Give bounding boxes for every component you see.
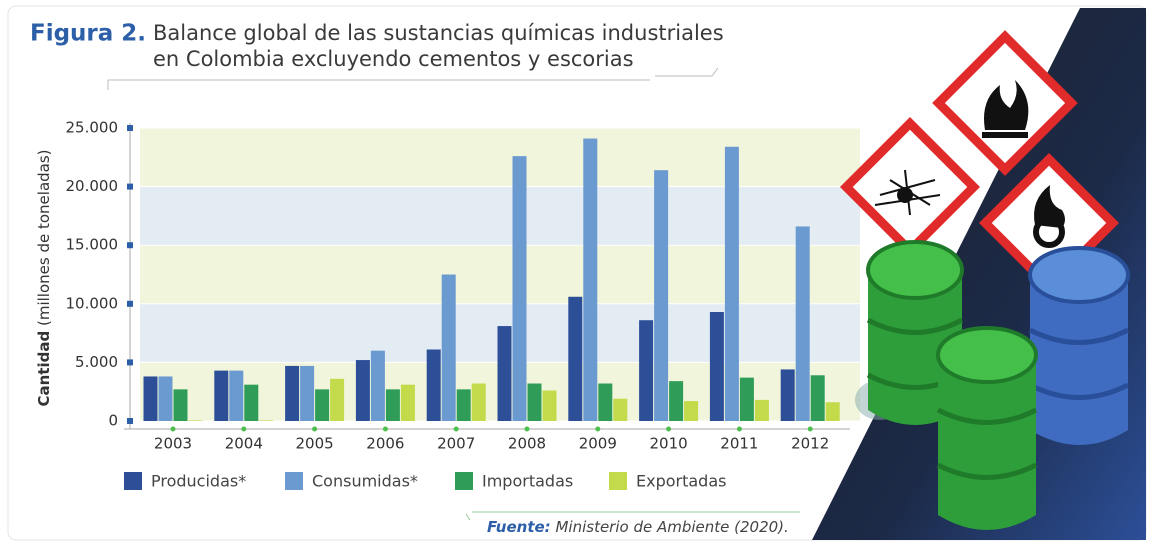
bar (598, 383, 613, 421)
y-tick (127, 300, 133, 307)
bar (568, 296, 583, 421)
bar (669, 381, 684, 421)
y-tick (127, 242, 133, 249)
bar (639, 320, 654, 421)
y-tick (127, 418, 133, 424)
y-tick-label: 10.000 (66, 294, 119, 312)
x-tick-label: 2010 (650, 435, 688, 453)
bar (173, 389, 188, 421)
bar (583, 138, 598, 421)
bar (385, 389, 400, 421)
bar (315, 389, 330, 421)
x-tick-dot (312, 426, 318, 432)
barrels (855, 240, 1130, 530)
grid-band (140, 128, 860, 187)
y-tick-label: 15.000 (66, 236, 119, 254)
bar (654, 170, 669, 421)
y-axis-label-bold: Cantidad (35, 331, 53, 407)
title-line: en Colombia excluyendo cementos y escori… (153, 47, 634, 71)
legend-swatch (455, 472, 473, 490)
legend-swatch (285, 472, 303, 490)
legend-label: Producidas* (151, 472, 246, 491)
bar (527, 383, 542, 421)
bar (512, 156, 527, 422)
source-label: Fuente: (487, 518, 551, 536)
bar (158, 376, 173, 421)
bar (825, 402, 840, 421)
x-tick-label: 2007 (437, 435, 475, 453)
bar (229, 370, 244, 421)
bar (441, 274, 456, 421)
bar (355, 360, 370, 421)
legend-label: Consumidas* (312, 472, 418, 491)
y-tick (127, 359, 133, 366)
x-tick-label: 2004 (225, 435, 263, 453)
x-tick-dot (736, 426, 742, 432)
bar (709, 312, 724, 421)
bar (471, 383, 486, 421)
x-tick-dot (595, 426, 601, 432)
bar (370, 350, 385, 421)
bar (724, 146, 739, 421)
y-tick-label: 5.000 (75, 353, 118, 371)
x-tick-dot (170, 426, 176, 432)
legend-swatch (609, 472, 627, 490)
x-tick-label: 2006 (366, 435, 404, 453)
bar (684, 401, 699, 421)
bar (188, 420, 203, 421)
bar (259, 420, 274, 421)
y-tick-label: 0 (108, 412, 118, 430)
bar (739, 377, 754, 421)
y-tick-label: 25.000 (66, 119, 119, 137)
source-rule (465, 511, 800, 521)
bar (780, 369, 795, 421)
x-tick-dot (524, 426, 530, 432)
bar (542, 390, 557, 421)
y-axis-label-rest: (millones de toneladas) (35, 149, 53, 326)
y-axis-label: Cantidad (millones de toneladas) (35, 149, 53, 406)
title-rule (107, 67, 719, 90)
bar (300, 365, 315, 421)
x-tick-label: 2003 (154, 435, 192, 453)
source: Fuente: Ministerio de Ambiente (2020). (487, 518, 789, 536)
y-tick (127, 183, 133, 190)
bar (214, 370, 229, 421)
bar (400, 384, 415, 421)
legend-label: Importadas (482, 472, 573, 491)
bar (456, 389, 471, 421)
grid-band (140, 186, 860, 246)
x-tick-label: 2009 (579, 435, 617, 453)
x-tick-dot (241, 426, 247, 432)
x-tick-label: 2005 (296, 435, 334, 453)
bar (795, 226, 810, 421)
source-text: Ministerio de Ambiente (2020). (555, 518, 788, 536)
x-tick-label: 2012 (791, 435, 829, 453)
bar (754, 399, 769, 421)
figure-label: Figura 2. (30, 21, 146, 47)
bar (426, 349, 441, 421)
legend-label: Exportadas (636, 472, 726, 491)
y-tick-label: 20.000 (66, 177, 119, 195)
bar (810, 375, 825, 421)
x-tick-label: 2011 (720, 435, 758, 453)
x-tick-dot (807, 426, 813, 432)
plot: 0 5.000 10.000 15.000 20.000 25.000 2003 2004 20… (66, 119, 860, 491)
hazard-icons (839, 30, 1120, 294)
bar (143, 376, 158, 421)
title-line: Balance global de las sustancias química… (153, 21, 724, 45)
x-tick-dot (382, 426, 388, 432)
bar (497, 326, 512, 421)
y-tick (127, 125, 133, 131)
bar (285, 365, 300, 421)
legend-swatch (124, 472, 142, 490)
bar (613, 398, 628, 421)
x-tick-dot (666, 426, 672, 432)
grid-band (140, 245, 860, 304)
x-tick-label: 2008 (508, 435, 546, 453)
x-tick-dot (453, 426, 459, 432)
bar (244, 384, 259, 421)
bar (330, 378, 345, 421)
